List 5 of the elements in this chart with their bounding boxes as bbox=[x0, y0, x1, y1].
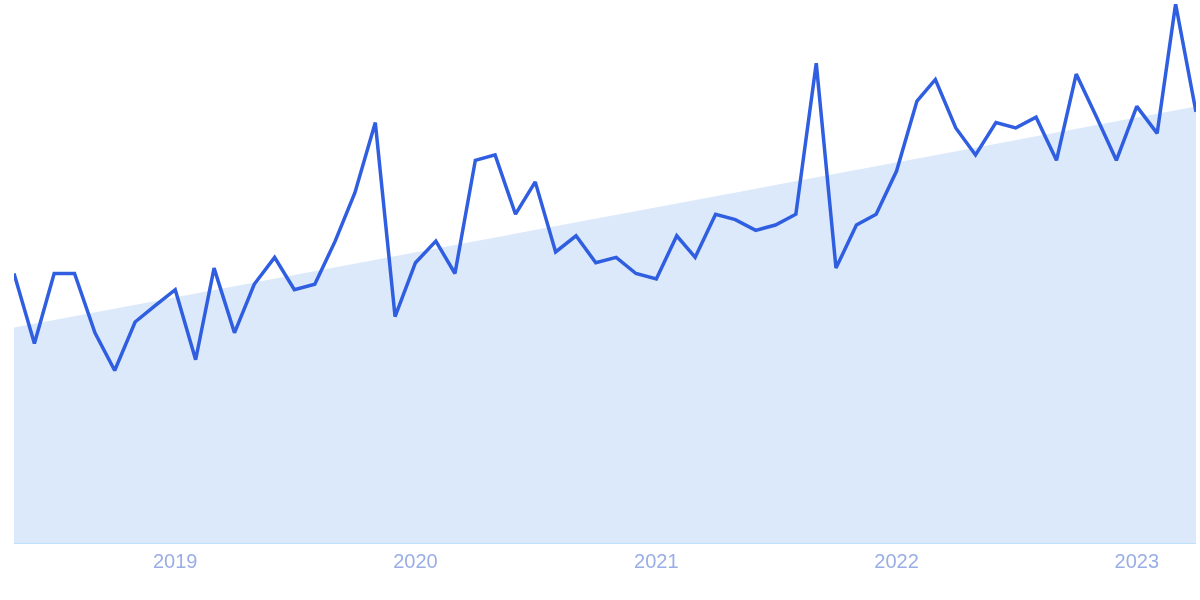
x-tick-label: 2019 bbox=[152, 550, 198, 572]
x-tick-label: 2020 bbox=[393, 550, 438, 572]
x-tick-label: 2021 bbox=[634, 550, 679, 572]
x-tick-label: 2022 bbox=[874, 550, 919, 572]
x-tick-label: 2023 bbox=[1114, 550, 1160, 572]
